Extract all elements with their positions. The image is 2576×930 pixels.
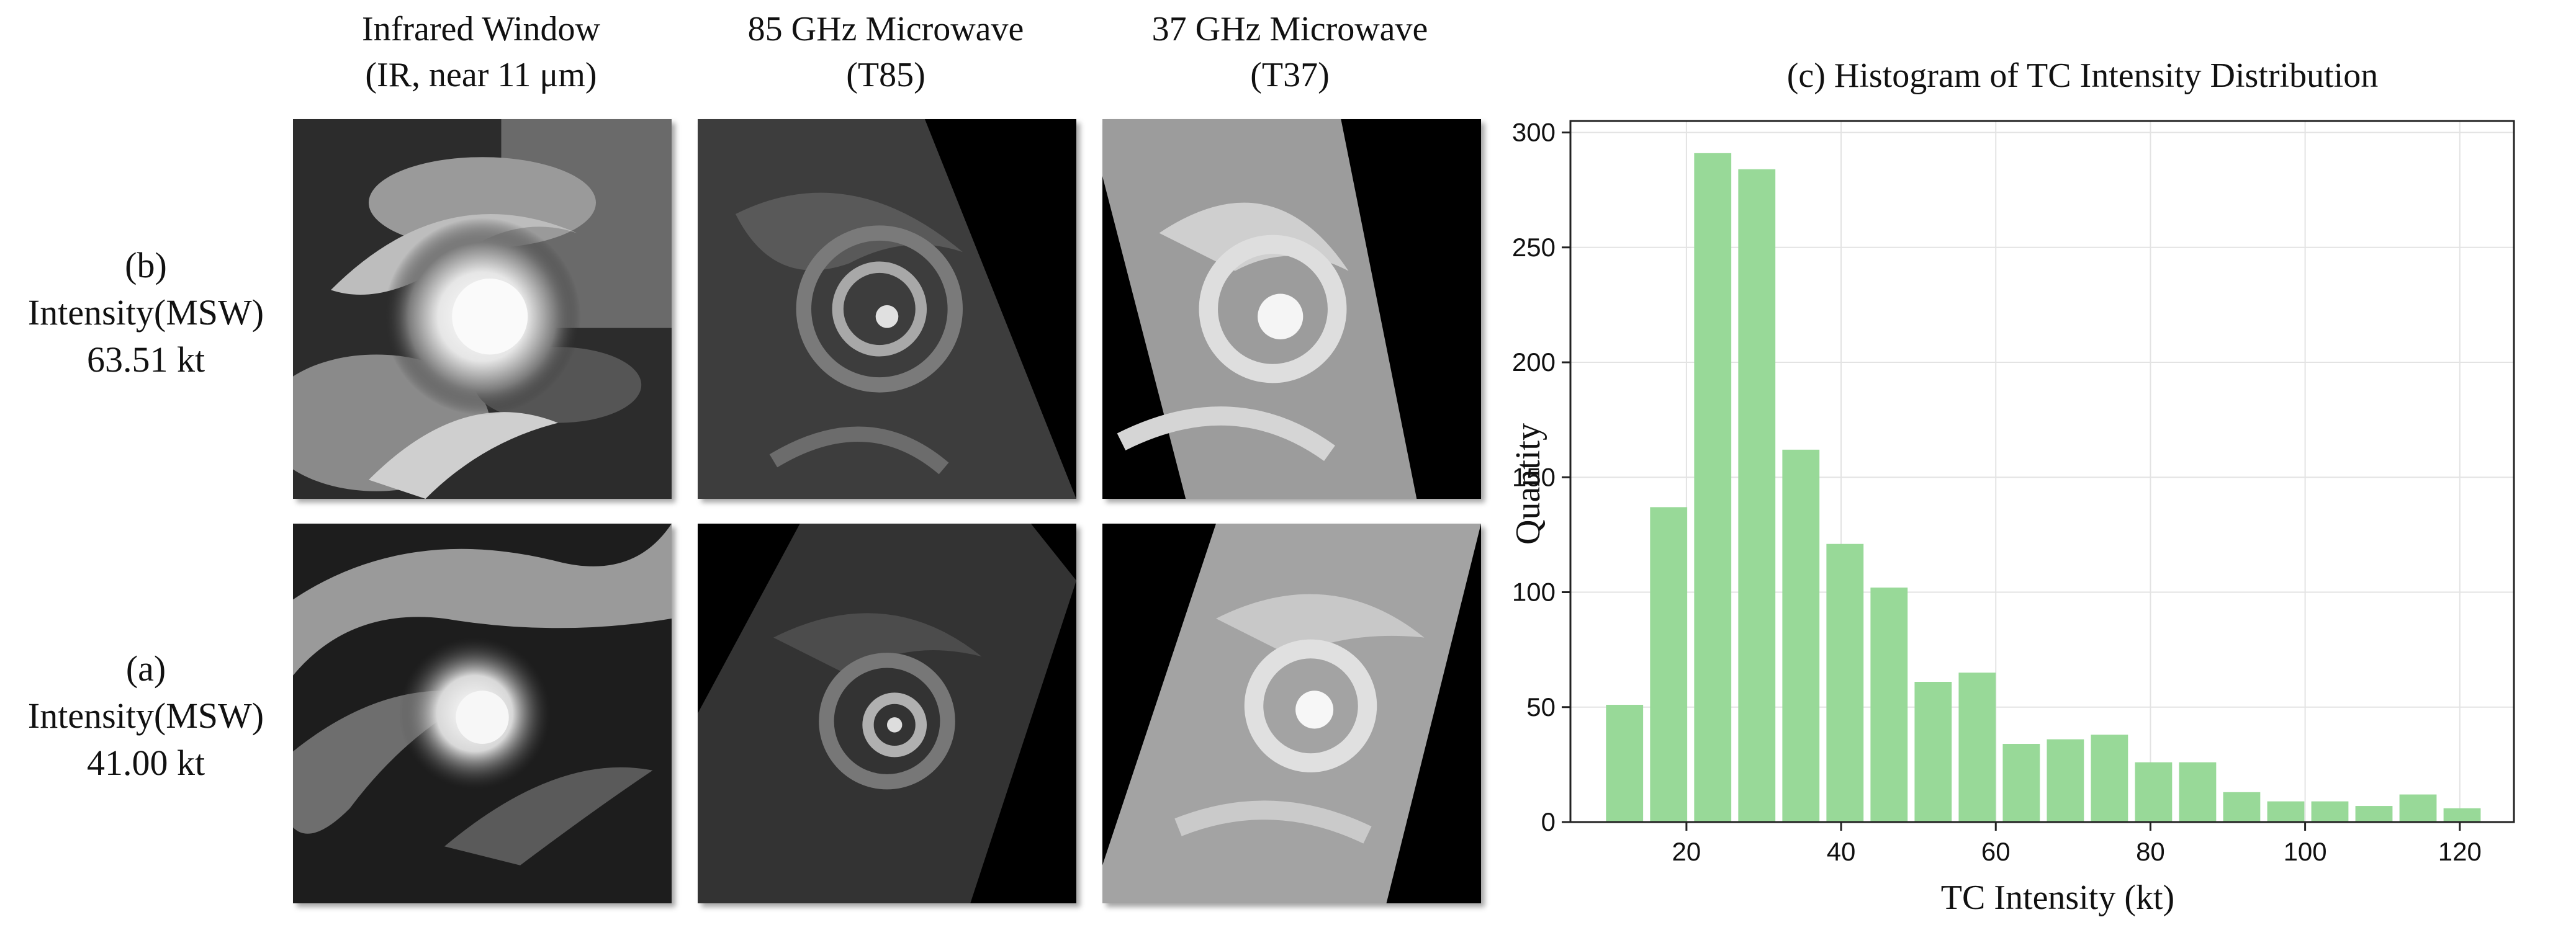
- chart-title: (c) Histogram of TC Intensity Distributi…: [1787, 56, 2378, 95]
- y-tick-label: 150: [1512, 462, 1556, 491]
- histogram-bar: [1914, 682, 1952, 822]
- column-header-ir: Infrared Window (IR, near 11 μm): [282, 6, 680, 98]
- x-tick-label: 80: [2136, 837, 2165, 866]
- histogram-bar: [2311, 801, 2349, 822]
- histogram-bar: [1826, 543, 1864, 822]
- satellite-image-a-t85: [698, 524, 1076, 903]
- histogram-bar: [2443, 808, 2481, 822]
- column-header-t37-line1: 37 GHz Microwave: [1151, 10, 1428, 48]
- satellite-image-b-t37: [1102, 119, 1481, 499]
- histogram-bar: [2135, 762, 2173, 822]
- row-label-a-name: Intensity(MSW): [27, 695, 264, 736]
- column-header-ir-line1: Infrared Window: [362, 10, 600, 48]
- y-axis-label: Quantity: [1509, 423, 1547, 545]
- histogram-bar: [1738, 169, 1776, 823]
- y-tick-label: 50: [1526, 692, 1556, 722]
- satellite-image-b-t85: [698, 119, 1076, 499]
- x-tick-label: 60: [1981, 837, 2011, 866]
- y-tick-label: 100: [1512, 578, 1556, 607]
- y-tick-label: 300: [1512, 118, 1556, 147]
- column-header-t37: 37 GHz Microwave (T37): [1091, 6, 1488, 98]
- x-tick-label: 40: [1827, 837, 1856, 866]
- row-label-a-id: (a): [125, 648, 166, 689]
- satellite-image-b-ir: [293, 119, 672, 499]
- row-label-b-id: (b): [125, 245, 167, 285]
- histogram-bar: [2355, 806, 2393, 822]
- histogram-bar: [2399, 794, 2437, 822]
- histogram-bar: [2091, 735, 2128, 822]
- histogram-bar: [1650, 507, 1688, 822]
- x-axis-label: TC Intensity (kt): [1941, 879, 2174, 917]
- histogram-bar: [1958, 673, 1996, 822]
- y-tick-label: 0: [1541, 807, 1556, 836]
- histogram-bar: [2179, 762, 2217, 822]
- row-label-b: (b) Intensity(MSW) 63.51 kt: [0, 242, 292, 383]
- column-header-t85-line2: (T85): [846, 56, 925, 94]
- row-label-b-value: 63.51 kt: [86, 339, 205, 380]
- histogram-bar: [2267, 801, 2305, 822]
- histogram-bar: [1870, 588, 1908, 822]
- histogram-bar: [2223, 792, 2261, 822]
- column-header-t85-line1: 85 GHz Microwave: [747, 10, 1024, 48]
- bars: [1606, 153, 2481, 823]
- column-header-ir-line2: (IR, near 11 μm): [365, 56, 597, 94]
- x-tick-label: 120: [2438, 837, 2482, 866]
- column-header-t85: 85 GHz Microwave (T85): [687, 6, 1084, 98]
- row-label-b-name: Intensity(MSW): [27, 292, 264, 333]
- histogram-bar: [1782, 449, 1820, 822]
- histogram-bar: [2002, 744, 2040, 822]
- histogram-chart: (c) Histogram of TC Intensity Distributi…: [1509, 56, 2515, 917]
- x-tick-label: 20: [1672, 837, 1701, 866]
- row-label-a-value: 41.00 kt: [86, 743, 205, 783]
- y-tick-label: 250: [1512, 233, 1556, 262]
- satellite-image-a-ir: [293, 524, 672, 903]
- ticks: 20 40 60 80 100 120 0 50 100 150 200 250 300: [1512, 118, 2482, 866]
- column-header-t37-line2: (T37): [1250, 56, 1330, 94]
- satellite-image-a-t37: [1102, 524, 1481, 903]
- histogram-bar: [1694, 153, 1732, 822]
- y-tick-label: 200: [1512, 347, 1556, 377]
- plot-frame: [1569, 120, 2515, 823]
- histogram-bar: [1606, 705, 1644, 822]
- row-label-a: (a) Intensity(MSW) 41.00 kt: [0, 645, 292, 787]
- x-tick-label: 100: [2284, 837, 2327, 866]
- histogram-bar: [2047, 739, 2084, 822]
